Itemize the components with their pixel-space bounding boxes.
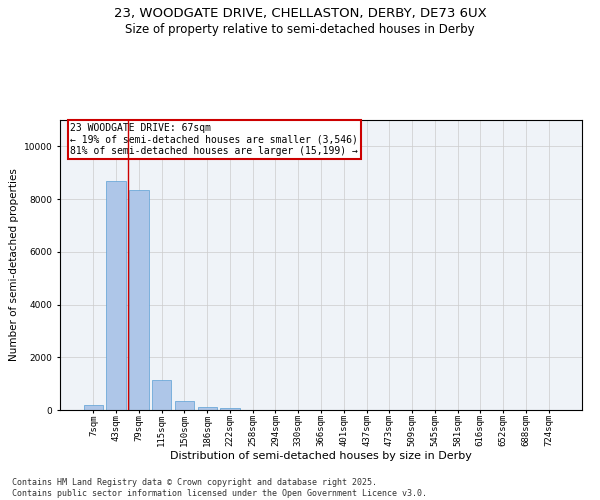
Bar	[220, 408, 239, 410]
Text: 23, WOODGATE DRIVE, CHELLASTON, DERBY, DE73 6UX: 23, WOODGATE DRIVE, CHELLASTON, DERBY, D…	[113, 8, 487, 20]
Text: Contains HM Land Registry data © Crown copyright and database right 2025.
Contai: Contains HM Land Registry data © Crown c…	[12, 478, 427, 498]
Text: Size of property relative to semi-detached houses in Derby: Size of property relative to semi-detach…	[125, 22, 475, 36]
Text: 23 WOODGATE DRIVE: 67sqm
← 19% of semi-detached houses are smaller (3,546)
81% o: 23 WOODGATE DRIVE: 67sqm ← 19% of semi-d…	[70, 123, 358, 156]
Y-axis label: Number of semi-detached properties: Number of semi-detached properties	[10, 168, 19, 362]
Bar	[197, 406, 217, 410]
Bar	[84, 404, 103, 410]
Bar	[175, 401, 194, 410]
Bar	[129, 190, 149, 410]
Bar	[106, 180, 126, 410]
Bar	[152, 380, 172, 410]
X-axis label: Distribution of semi-detached houses by size in Derby: Distribution of semi-detached houses by …	[170, 450, 472, 460]
